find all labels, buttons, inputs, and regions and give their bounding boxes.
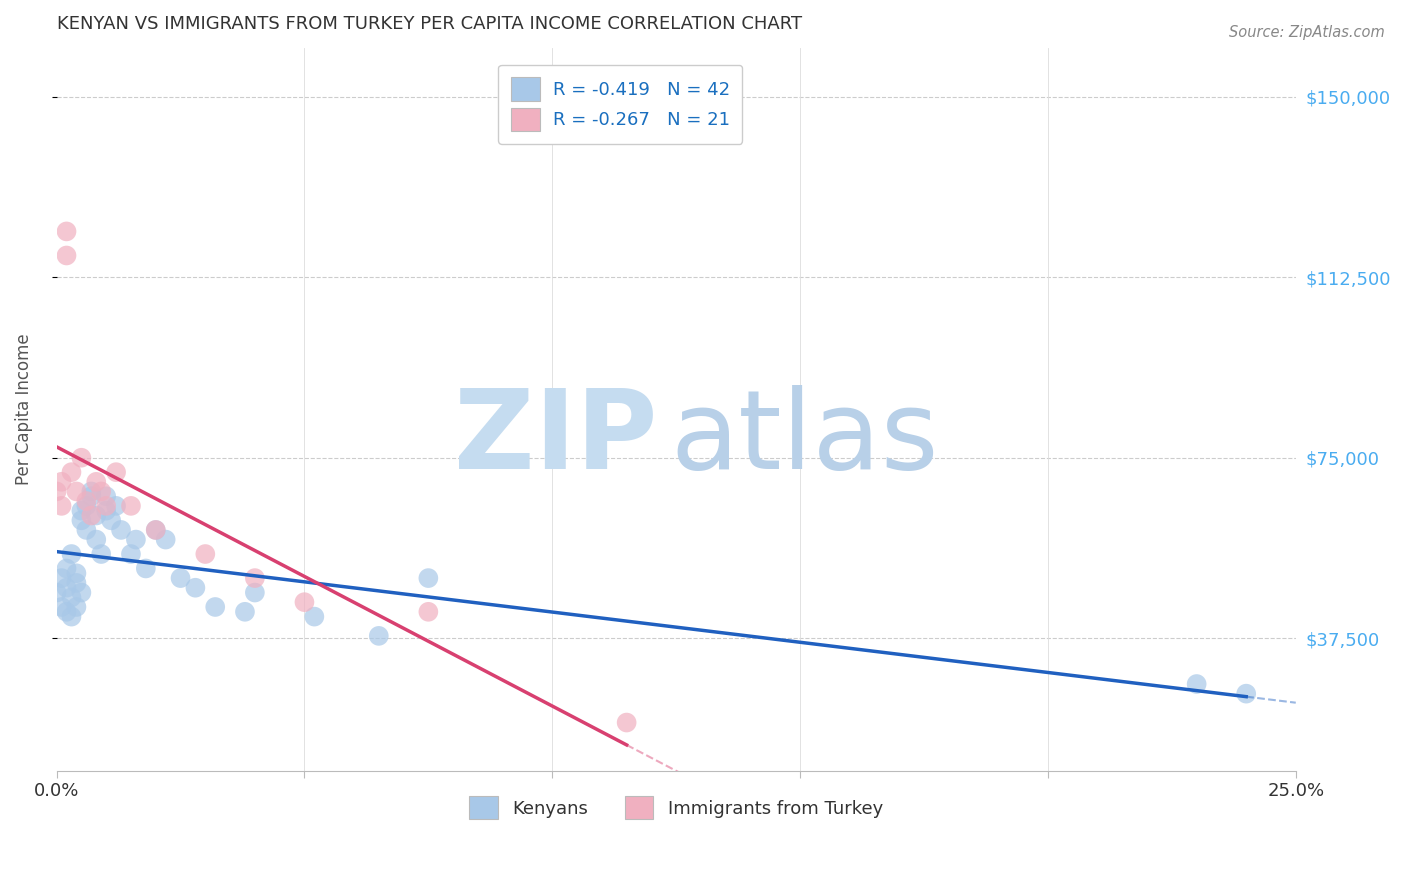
Point bbox=[125, 533, 148, 547]
Point bbox=[184, 581, 207, 595]
Point bbox=[75, 523, 97, 537]
Point bbox=[105, 465, 128, 479]
Point bbox=[135, 561, 157, 575]
Point bbox=[55, 248, 77, 262]
Point bbox=[75, 499, 97, 513]
Point bbox=[60, 547, 83, 561]
Text: KENYAN VS IMMIGRANTS FROM TURKEY PER CAPITA INCOME CORRELATION CHART: KENYAN VS IMMIGRANTS FROM TURKEY PER CAP… bbox=[56, 15, 801, 33]
Point bbox=[294, 595, 316, 609]
Point bbox=[418, 571, 440, 585]
Point bbox=[51, 499, 73, 513]
Point bbox=[65, 599, 87, 614]
Point bbox=[96, 499, 118, 513]
Point bbox=[70, 513, 93, 527]
Point bbox=[243, 571, 266, 585]
Point bbox=[100, 513, 122, 527]
Point bbox=[75, 494, 97, 508]
Y-axis label: Per Capita Income: Per Capita Income bbox=[15, 334, 32, 485]
Point bbox=[90, 547, 112, 561]
Point bbox=[90, 484, 112, 499]
Point bbox=[60, 465, 83, 479]
Point bbox=[84, 475, 107, 489]
Point bbox=[418, 605, 440, 619]
Text: atlas: atlas bbox=[671, 385, 938, 492]
Point bbox=[120, 499, 142, 513]
Point bbox=[51, 599, 73, 614]
Point bbox=[65, 575, 87, 590]
Point bbox=[145, 523, 167, 537]
Point bbox=[194, 547, 217, 561]
Point bbox=[233, 605, 256, 619]
Point bbox=[70, 450, 93, 465]
Point bbox=[70, 585, 93, 599]
Point bbox=[55, 561, 77, 575]
Point bbox=[80, 489, 103, 503]
Point bbox=[80, 508, 103, 523]
Point bbox=[84, 533, 107, 547]
Point bbox=[84, 508, 107, 523]
Point bbox=[60, 609, 83, 624]
Point bbox=[155, 533, 177, 547]
Legend: Kenyans, Immigrants from Turkey: Kenyans, Immigrants from Turkey bbox=[463, 789, 890, 827]
Point bbox=[65, 484, 87, 499]
Point bbox=[45, 585, 67, 599]
Point bbox=[616, 715, 638, 730]
Point bbox=[120, 547, 142, 561]
Point bbox=[96, 504, 118, 518]
Point bbox=[65, 566, 87, 581]
Point bbox=[55, 224, 77, 238]
Point bbox=[80, 484, 103, 499]
Point bbox=[243, 585, 266, 599]
Point bbox=[169, 571, 191, 585]
Point bbox=[105, 499, 128, 513]
Point bbox=[145, 523, 167, 537]
Point bbox=[51, 571, 73, 585]
Point bbox=[60, 591, 83, 605]
Point bbox=[110, 523, 132, 537]
Point bbox=[55, 581, 77, 595]
Text: Source: ZipAtlas.com: Source: ZipAtlas.com bbox=[1229, 25, 1385, 40]
Point bbox=[204, 599, 226, 614]
Point bbox=[70, 504, 93, 518]
Point bbox=[96, 489, 118, 503]
Point bbox=[45, 484, 67, 499]
Point bbox=[1185, 677, 1208, 691]
Point bbox=[55, 605, 77, 619]
Point bbox=[51, 475, 73, 489]
Point bbox=[367, 629, 389, 643]
Point bbox=[304, 609, 326, 624]
Point bbox=[1234, 687, 1257, 701]
Text: ZIP: ZIP bbox=[454, 385, 658, 492]
